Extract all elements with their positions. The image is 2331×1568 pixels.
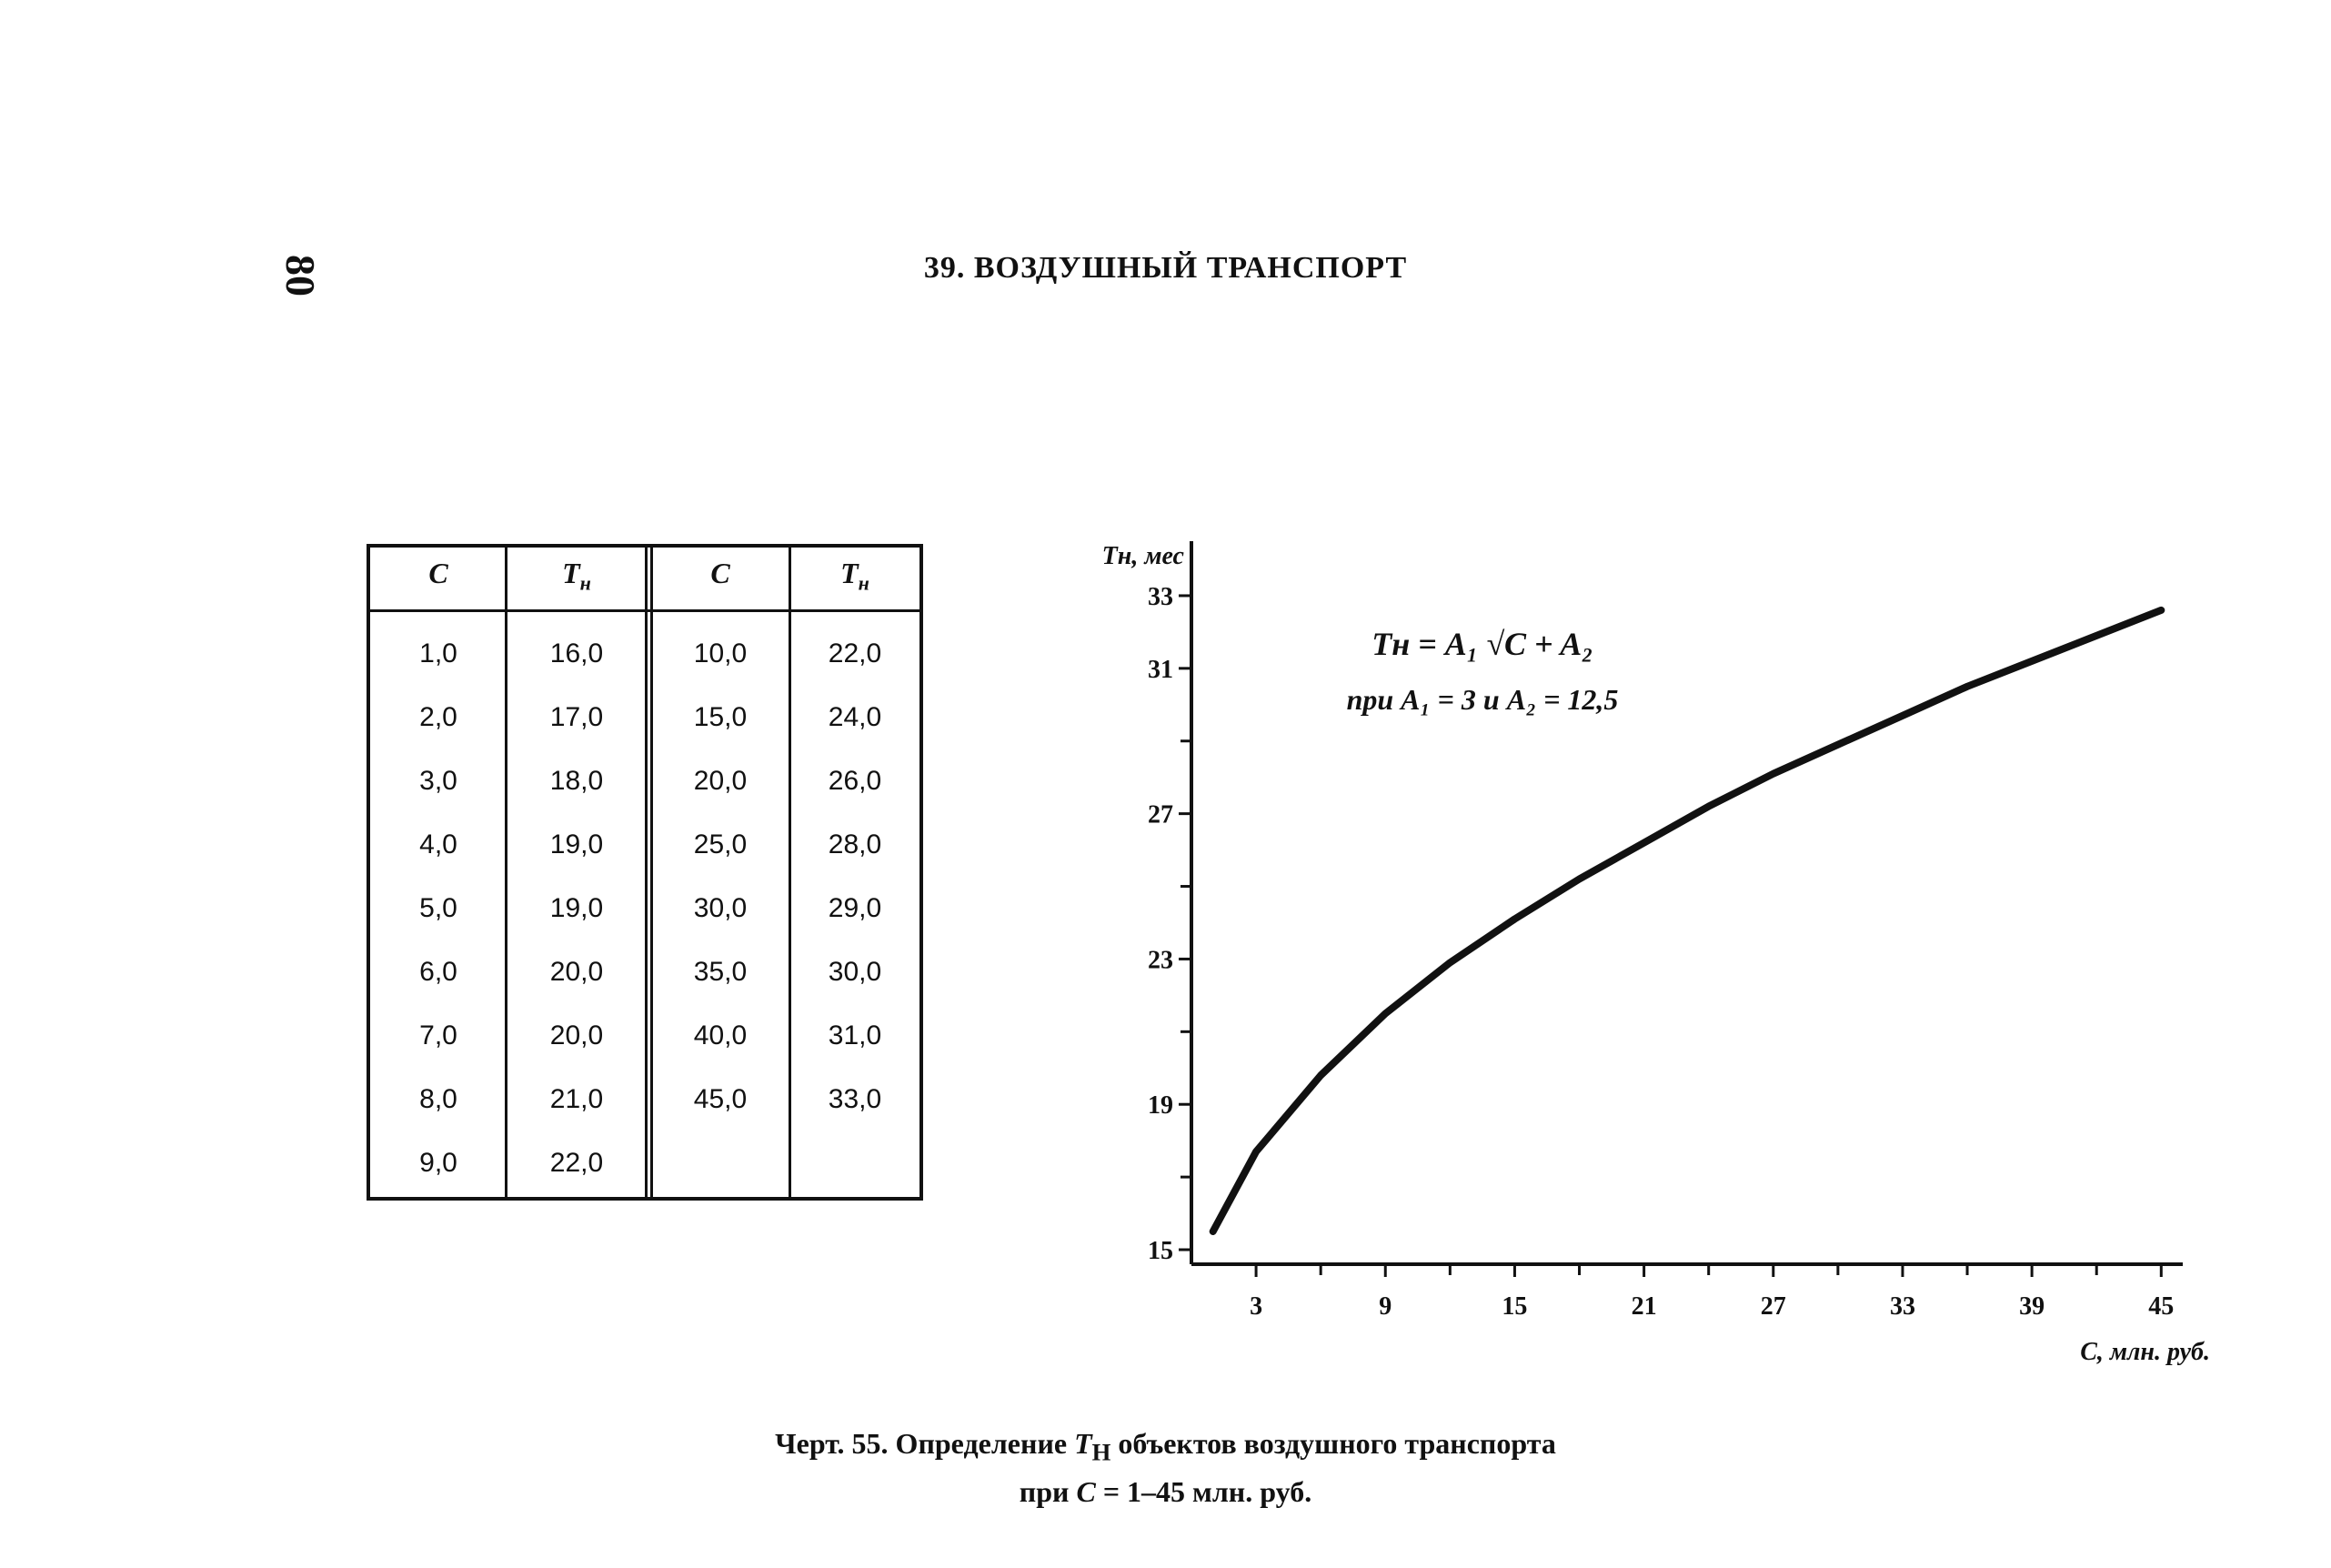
chart: 3 9 15 21 27 33 39 45 15 19 23 27 31 33 Tн, мес C, млн.… bbox=[1073, 518, 2256, 1373]
table-cell-t: 30,0 bbox=[828, 957, 882, 987]
table-cell-t: 29,0 bbox=[828, 893, 882, 923]
x-tick-label: 45 bbox=[2148, 1292, 2174, 1321]
table-header-c: C bbox=[428, 557, 448, 589]
table-cell-t: 22,0 bbox=[549, 1148, 604, 1178]
table-cell-c: 7,0 bbox=[419, 1020, 457, 1050]
table-cell-c: 3,0 bbox=[419, 766, 457, 796]
x-axis-label: C, млн. руб. bbox=[2080, 1338, 2210, 1366]
table-cell-c: 8,0 bbox=[419, 1084, 457, 1114]
x-tick-label: 21 bbox=[1632, 1292, 1657, 1321]
x-tick-label: 9 bbox=[1379, 1292, 1392, 1321]
x-tick-label: 3 bbox=[1250, 1292, 1262, 1321]
table-cell-c: 9,0 bbox=[419, 1148, 457, 1178]
table-cell-t: 24,0 bbox=[828, 702, 882, 732]
formula-line-2: при A₁ = 3 и A₂ = 12,5 bbox=[1347, 683, 1619, 716]
table-cell-c: 35,0 bbox=[693, 957, 748, 987]
table-cell-t: 19,0 bbox=[549, 893, 604, 923]
x-tick-label: 27 bbox=[1761, 1292, 1786, 1321]
table-cell-t: 26,0 bbox=[828, 766, 882, 796]
y-tick-label: 33 bbox=[1148, 583, 1173, 611]
table-divider bbox=[505, 548, 507, 1197]
table-cell-t: 21,0 bbox=[549, 1084, 604, 1114]
table-cell-c: 10,0 bbox=[693, 638, 748, 668]
data-table: C Tн C Tн 1,0 16,0 2,0 17,0 3,0 18,0 4,0 19,0 5,… bbox=[367, 544, 923, 1201]
series-line bbox=[1209, 606, 2165, 1235]
table-cell-c: 15,0 bbox=[693, 702, 748, 732]
table-cell-t: 33,0 bbox=[828, 1084, 882, 1114]
table-cell-c: 2,0 bbox=[419, 702, 457, 732]
table-cell-c: 4,0 bbox=[419, 829, 457, 859]
section-header: 39. ВОЗДУШНЫЙ ТРАНСПОРТ bbox=[923, 251, 1408, 285]
x-tick-label: 39 bbox=[2019, 1292, 2045, 1321]
caption-line-1: Черт. 55. Определение TН объектов воздуш… bbox=[775, 1427, 1556, 1466]
table-cell-c: 5,0 bbox=[419, 893, 457, 923]
table-cell-t: 17,0 bbox=[549, 702, 604, 732]
x-tick-label: 33 bbox=[1890, 1292, 1915, 1321]
y-tick-label: 31 bbox=[1148, 656, 1173, 684]
table-divider-double-a bbox=[645, 548, 648, 1197]
table-cell-c: 1,0 bbox=[419, 638, 457, 668]
table-cell-t: 20,0 bbox=[549, 957, 604, 987]
table-cell-t: 28,0 bbox=[828, 829, 882, 859]
formula-line-1: Tн = A₁ √C + A₂ bbox=[1371, 626, 1593, 662]
y-tick-label: 15 bbox=[1148, 1237, 1173, 1265]
table-header-c: C bbox=[710, 557, 730, 589]
caption-line-2: при C = 1–45 млн. руб. bbox=[1019, 1475, 1312, 1509]
table-divider bbox=[789, 548, 791, 1197]
y-tick-label: 27 bbox=[1148, 801, 1173, 829]
table-cell-t: 16,0 bbox=[549, 638, 604, 668]
table-divider-double-b bbox=[650, 548, 653, 1197]
table-cell-c: 40,0 bbox=[693, 1020, 748, 1050]
table-cell-c: 6,0 bbox=[419, 957, 457, 987]
table-header-t: Tн bbox=[840, 557, 869, 595]
table-cell-t: 20,0 bbox=[549, 1020, 604, 1050]
table-cell-c: 45,0 bbox=[693, 1084, 748, 1114]
y-axis-label: Tн, мес bbox=[1102, 542, 1185, 570]
table-cell-c: 25,0 bbox=[693, 829, 748, 859]
figure-caption: Черт. 55. Определение TН объектов воздуш… bbox=[0, 1423, 2331, 1512]
table-cell-t: 22,0 bbox=[828, 638, 882, 668]
table-cell-c: 20,0 bbox=[693, 766, 748, 796]
table-cell-t: 19,0 bbox=[549, 829, 604, 859]
y-tick-label: 19 bbox=[1148, 1091, 1173, 1120]
table-header-t: Tн bbox=[562, 557, 591, 595]
table-cell-t: 18,0 bbox=[549, 766, 604, 796]
table-cell-c: 30,0 bbox=[693, 893, 748, 923]
x-tick-label: 15 bbox=[1502, 1292, 1527, 1321]
table-cell-t: 31,0 bbox=[828, 1020, 882, 1050]
y-tick-label: 23 bbox=[1148, 946, 1173, 974]
